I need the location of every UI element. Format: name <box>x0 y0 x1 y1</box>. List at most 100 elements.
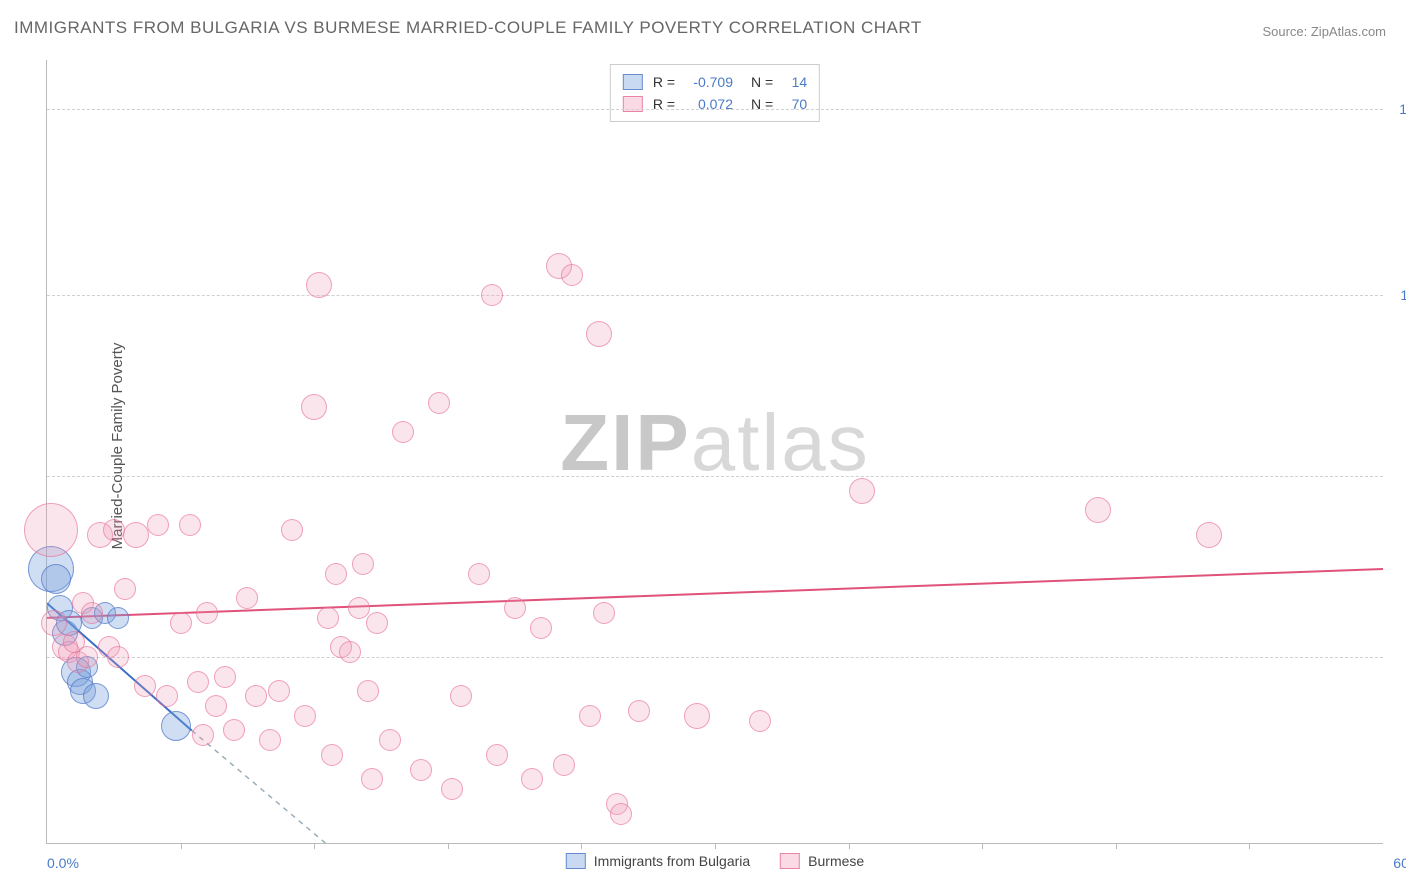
x-axis-max: 60.0% <box>1393 855 1406 871</box>
data-point <box>114 578 136 600</box>
data-point <box>410 759 432 781</box>
data-point <box>366 612 388 634</box>
data-point <box>321 744 343 766</box>
data-point <box>170 612 192 634</box>
swatch-blue-icon <box>566 853 586 869</box>
data-point <box>187 671 209 693</box>
data-point <box>553 754 575 776</box>
legend-item-pink: Burmese <box>780 853 864 869</box>
data-point <box>610 803 632 825</box>
swatch-pink-icon <box>780 853 800 869</box>
trend-lines <box>47 60 1383 843</box>
r-value-pink: 0.072 <box>685 93 733 115</box>
data-point <box>849 478 875 504</box>
x-tick <box>1116 843 1117 849</box>
legend-series: Immigrants from Bulgaria Burmese <box>566 853 864 869</box>
data-point <box>24 503 78 557</box>
legend-row-blue: R = -0.709 N = 14 <box>623 71 807 93</box>
data-point <box>392 421 414 443</box>
x-tick <box>982 843 983 849</box>
data-point <box>301 394 327 420</box>
data-point <box>107 607 129 629</box>
data-point <box>268 680 290 702</box>
data-point <box>1085 497 1111 523</box>
chart-title: IMMIGRANTS FROM BULGARIA VS BURMESE MARR… <box>14 18 922 38</box>
data-point <box>107 646 129 668</box>
gridline <box>47 476 1383 477</box>
gridline <box>47 657 1383 658</box>
data-point <box>76 646 98 668</box>
data-point <box>586 321 612 347</box>
data-point <box>579 705 601 727</box>
x-axis-min: 0.0% <box>47 855 79 871</box>
swatch-blue-icon <box>623 74 643 90</box>
data-point <box>379 729 401 751</box>
data-point <box>83 683 109 709</box>
data-point <box>352 553 374 575</box>
data-point <box>486 744 508 766</box>
data-point <box>205 695 227 717</box>
gridline <box>47 295 1383 296</box>
data-point <box>103 519 125 541</box>
n-value-pink: 70 <box>783 93 807 115</box>
data-point <box>450 685 472 707</box>
data-point <box>123 522 149 548</box>
r-value-blue: -0.709 <box>685 71 733 93</box>
r-label: R = <box>653 71 675 93</box>
gridline <box>47 109 1383 110</box>
data-point <box>561 264 583 286</box>
data-point <box>196 602 218 624</box>
legend-stats: R = -0.709 N = 14 R = 0.072 N = 70 <box>610 64 820 122</box>
data-point <box>481 284 503 306</box>
legend-label-pink: Burmese <box>808 853 864 869</box>
y-tick-label: 15.0% <box>1399 101 1406 117</box>
data-point <box>628 700 650 722</box>
watermark: ZIPatlas <box>560 396 869 488</box>
data-point <box>281 519 303 541</box>
data-point <box>245 685 267 707</box>
watermark-light: atlas <box>691 397 870 486</box>
data-point <box>41 610 67 636</box>
x-tick <box>581 843 582 849</box>
n-value-blue: 14 <box>783 71 807 93</box>
data-point <box>325 563 347 585</box>
data-point <box>749 710 771 732</box>
data-point <box>147 514 169 536</box>
n-label: N = <box>751 93 773 115</box>
data-point <box>236 587 258 609</box>
data-point <box>294 705 316 727</box>
x-tick <box>181 843 182 849</box>
data-point <box>468 563 490 585</box>
data-point <box>192 724 214 746</box>
data-point <box>361 768 383 790</box>
legend-label-blue: Immigrants from Bulgaria <box>594 853 750 869</box>
data-point <box>357 680 379 702</box>
watermark-bold: ZIP <box>560 397 690 486</box>
data-point <box>259 729 281 751</box>
data-point <box>441 778 463 800</box>
data-point <box>317 607 339 629</box>
x-tick <box>1249 843 1250 849</box>
r-label: R = <box>653 93 675 115</box>
data-point <box>428 392 450 414</box>
x-tick <box>849 843 850 849</box>
data-point <box>161 711 191 741</box>
data-point <box>593 602 615 624</box>
legend-item-blue: Immigrants from Bulgaria <box>566 853 750 869</box>
n-label: N = <box>751 71 773 93</box>
source-label: Source: ZipAtlas.com <box>1262 24 1386 39</box>
x-tick <box>314 843 315 849</box>
data-point <box>81 602 103 624</box>
data-point <box>223 719 245 741</box>
data-point <box>134 675 156 697</box>
data-point <box>214 666 236 688</box>
data-point <box>339 641 361 663</box>
data-point <box>41 564 71 594</box>
legend-row-pink: R = 0.072 N = 70 <box>623 93 807 115</box>
x-tick <box>715 843 716 849</box>
data-point <box>684 703 710 729</box>
data-point <box>530 617 552 639</box>
data-point <box>504 597 526 619</box>
x-tick <box>448 843 449 849</box>
y-tick-label: 11.2% <box>1400 287 1406 303</box>
